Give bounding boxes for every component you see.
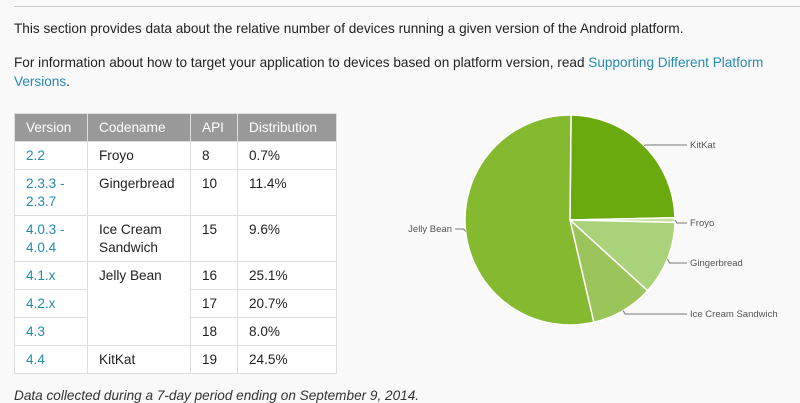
pie-slice-kitkat bbox=[570, 115, 675, 220]
pie-leader-line bbox=[667, 259, 687, 263]
pie-leader-line bbox=[623, 311, 687, 314]
pie-label: KitKat bbox=[690, 140, 716, 151]
pie-leader-line bbox=[455, 229, 466, 231]
pie-label: Froyo bbox=[690, 218, 714, 229]
pie-label: Jelly Bean bbox=[408, 224, 452, 235]
pie-label: Ice Cream Sandwich bbox=[690, 309, 778, 320]
pie-leader-line bbox=[675, 220, 687, 223]
pie-label: Gingerbread bbox=[690, 258, 743, 269]
